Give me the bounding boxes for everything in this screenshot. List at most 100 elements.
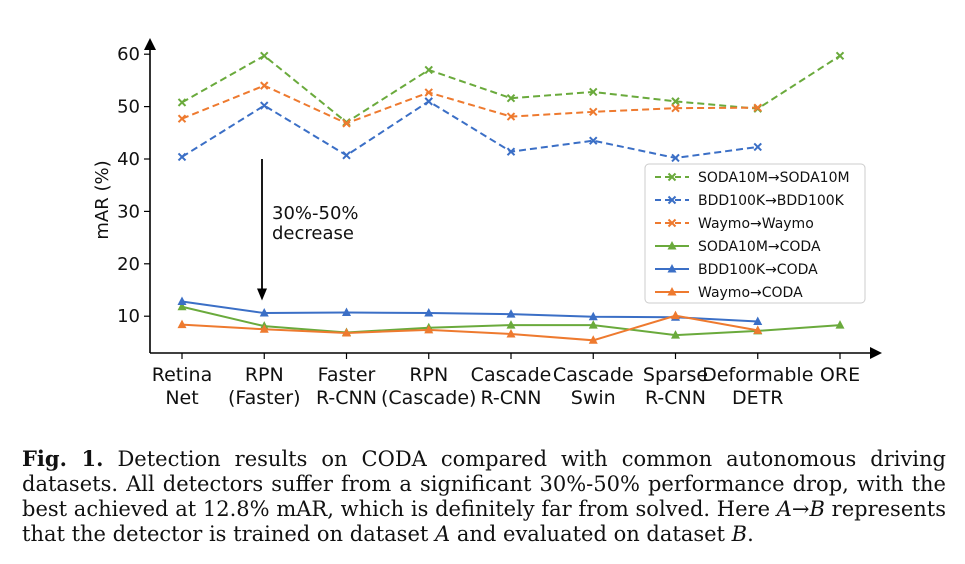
series-line (181, 314, 758, 342)
data-point (177, 98, 187, 107)
legend-label: BDD100K→CODA (698, 262, 818, 278)
marker-stroke (177, 98, 187, 107)
marker-stroke (753, 142, 762, 152)
legend-marker (667, 195, 677, 205)
data-point (506, 94, 516, 103)
marker-stroke (671, 97, 680, 106)
caption-math-a2: A (435, 522, 451, 546)
data-point (259, 324, 269, 333)
y-tick-label: 60 (117, 44, 140, 65)
marker-stroke (177, 152, 187, 162)
x-tick-label: DETR (732, 387, 783, 409)
x-axis-arrowhead (870, 347, 882, 359)
legend-marker (667, 287, 677, 296)
caption-math-b: B (809, 497, 825, 521)
data-point (424, 65, 433, 75)
data-point (835, 320, 845, 329)
legend-marker (667, 172, 677, 182)
legend-label: Waymo→CODA (698, 285, 803, 301)
marker-stroke (835, 51, 845, 60)
data-point (671, 103, 680, 113)
y-tick-label: 30 (117, 201, 140, 222)
marker-stroke (506, 112, 516, 121)
legend-entry: Waymo→CODA (655, 285, 803, 301)
x-tick-label: R-CNN (316, 387, 377, 409)
x-tick-label: RPN (409, 364, 448, 386)
legend-label: SODA10M→SODA10M (698, 170, 850, 186)
y-tick-label: 40 (117, 149, 140, 170)
data-point (671, 97, 680, 106)
x-tick-label: Retina (152, 364, 212, 386)
caption-text-4: . (747, 522, 754, 546)
marker-stroke (667, 172, 677, 182)
legend-label: BDD100K→BDD100K (698, 193, 845, 209)
legend: SODA10M→SODA10M BDD100K→BDD100K Waymo→Waym… (644, 163, 866, 304)
x-tick-label: Sparse (643, 364, 708, 386)
legend-marker (667, 218, 677, 228)
data-point (177, 301, 187, 311)
marker-stroke (260, 81, 269, 90)
data-point (671, 330, 680, 339)
series-line (181, 100, 758, 159)
marker-stroke (589, 107, 598, 117)
data-point (342, 151, 351, 160)
data-point (753, 316, 763, 325)
caption-text-3: and evaluated on dataset (450, 522, 732, 546)
legend-label: SODA10M→CODA (698, 239, 821, 255)
marker-stroke (342, 151, 351, 160)
marker-stroke (667, 218, 677, 228)
x-tick-label: Deformable (702, 364, 813, 386)
series-layer (177, 51, 845, 344)
data-point (506, 329, 516, 338)
data-point (588, 311, 598, 321)
marker-stroke (506, 147, 516, 156)
marker-stroke (177, 114, 187, 123)
marker-stroke (506, 94, 516, 103)
marker-stroke (671, 103, 680, 113)
legend-marker (667, 264, 677, 273)
data-point (259, 308, 269, 317)
data-point (588, 335, 598, 344)
data-point (342, 119, 351, 128)
data-point (589, 136, 598, 145)
marker-stroke (424, 97, 433, 106)
series-4 (177, 296, 763, 325)
legend-label: Waymo→Waymo (698, 216, 814, 232)
series-1 (177, 97, 762, 163)
x-tick-label: Net (165, 387, 198, 409)
y-tick-label: 50 (117, 97, 140, 118)
marker-stroke (589, 87, 598, 97)
data-point (506, 147, 516, 156)
x-tick-label: R-CNN (481, 387, 542, 409)
data-point (753, 103, 762, 112)
figure-caption: Fig. 1. Detection results on CODA compar… (22, 446, 946, 547)
x-tick-label: (Faster) (228, 387, 301, 409)
x-tick-label: Faster (318, 364, 376, 386)
x-tick-label: Cascade (471, 364, 552, 386)
annotation-text-line2: decrease (272, 223, 354, 244)
data-point (342, 327, 351, 337)
marker-stroke (260, 51, 269, 60)
legend-entry: BDD100K→CODA (655, 262, 818, 278)
data-point (177, 319, 187, 329)
marker-stroke (424, 88, 433, 97)
data-point (177, 114, 187, 123)
y-tick-label: 20 (117, 254, 140, 275)
series-line (181, 84, 758, 125)
data-point (260, 81, 269, 90)
marker-stroke (424, 65, 433, 75)
marker-stroke (342, 119, 351, 128)
marker-stroke (753, 103, 762, 112)
legend-entry: Waymo→Waymo (655, 216, 814, 232)
caption-label: Fig. 1. (22, 446, 104, 471)
data-point (424, 88, 433, 97)
data-point (589, 87, 598, 97)
legend-marker (667, 241, 677, 250)
x-tick-label: Swin (571, 387, 616, 409)
series-5 (177, 310, 763, 344)
caption-math-b2: B (731, 522, 748, 546)
y-axis-label: mAR (%) (92, 160, 113, 239)
marker-stroke (671, 153, 680, 163)
data-point (260, 101, 269, 110)
caption-text-2: represents that the detector is trained … (22, 497, 946, 546)
